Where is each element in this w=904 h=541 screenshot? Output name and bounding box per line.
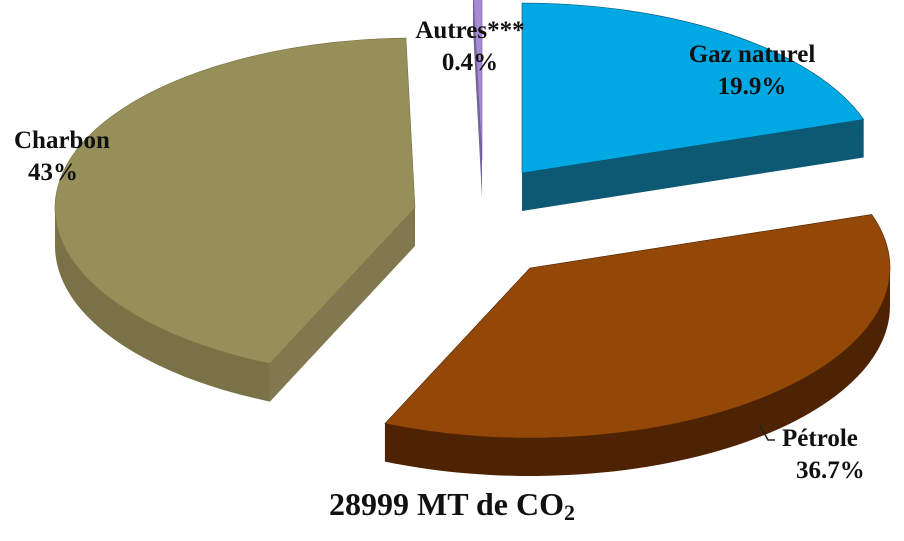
slice-label-p-trole: Pétrole [782, 425, 858, 452]
pie-chart: Gaz naturel 19.9% Pétrole 36.7% Charbon 43% Au… [14, 0, 891, 480]
slice-label-gaz-naturel: Gaz naturel [689, 41, 816, 68]
slice-value-charbon: 43% [28, 159, 78, 186]
slice-label-autres: Autres*** [415, 17, 524, 44]
pie-side-charbon [55, 208, 270, 402]
pie-side-p-trole [384, 268, 890, 476]
pie-cut-charbon [269, 208, 415, 402]
pie-slice-charbon [54, 37, 416, 364]
caption-subscript: 2 [563, 500, 575, 525]
slice-value-autres: 0.4% [442, 49, 498, 76]
slice-label-charbon: Charbon [14, 127, 110, 154]
leader-line-petrole [759, 424, 775, 441]
pie-slice-autres [473, 0, 483, 161]
pie-cut-autres [472, 0, 482, 198]
pie-labels: Gaz naturel 19.9% Pétrole 36.7% Charbon 43% Au… [14, 17, 865, 480]
chart-caption: 28999 MT de CO2 [0, 486, 904, 526]
pie-cut-gaz-naturel [522, 119, 864, 211]
caption-main: 28999 MT de CO [329, 486, 564, 522]
pie-slice-gaz-naturel [521, 2, 865, 174]
pie-tops [54, 0, 891, 439]
pie-slice-p-trole [384, 214, 891, 439]
slice-value-p-trole: 36.7% [796, 457, 865, 480]
slice-value-gaz-naturel: 19.9% [718, 73, 787, 100]
